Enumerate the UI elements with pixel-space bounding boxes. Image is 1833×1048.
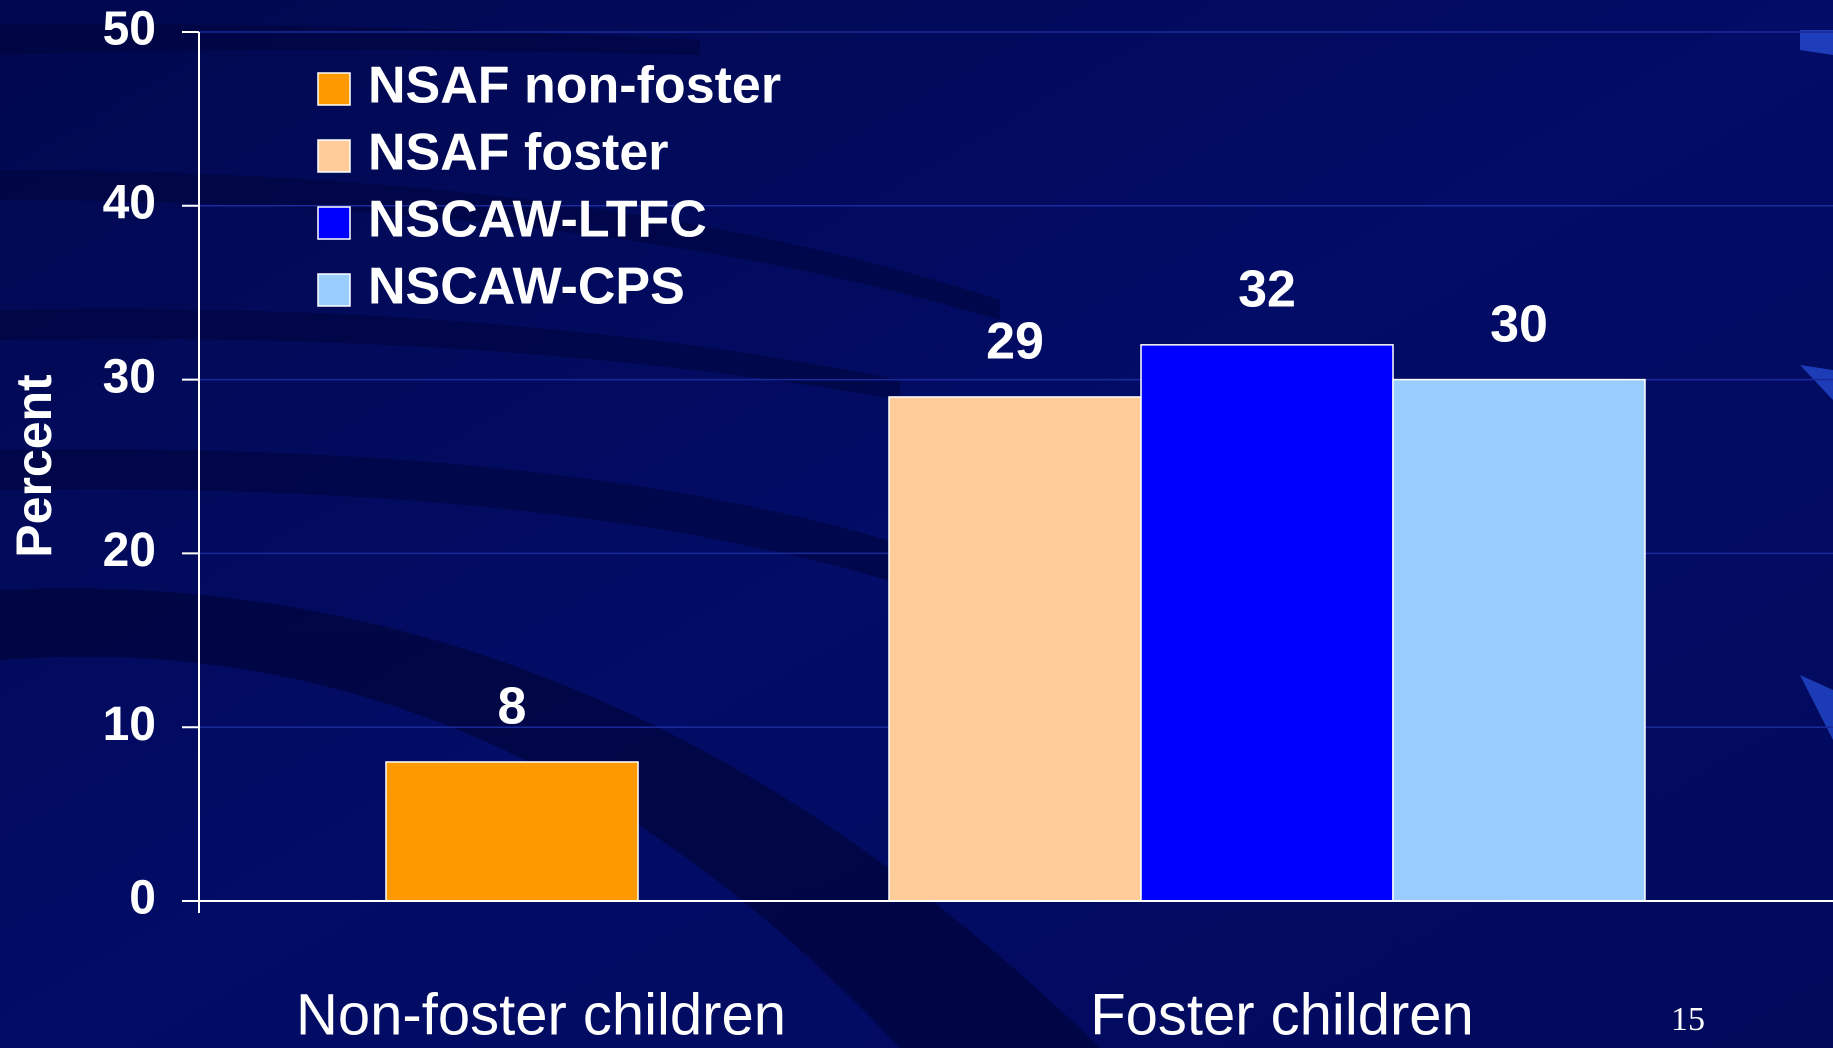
y-tick-label: 10 [103, 698, 156, 751]
data-label: 30 [1490, 295, 1548, 353]
x-tick-label: Foster children [1090, 982, 1474, 1047]
bar [1392, 378, 1646, 902]
data-label: 8 [498, 678, 527, 736]
bar [385, 761, 639, 902]
legend-label: NSAF foster [368, 124, 668, 182]
data-label: 32 [1238, 261, 1296, 319]
axes: 0 10 20 30 40 50 Non-foster children Foster chi… [103, 3, 1833, 1047]
legend-swatch [317, 273, 351, 307]
y-tick-label: 0 [129, 872, 156, 925]
legend: NSAF non-foster NSAF foster NSCAW-LTFC NSCA… [317, 57, 781, 316]
legend-swatch [317, 139, 351, 173]
bar [1140, 344, 1394, 902]
legend-swatch [317, 206, 351, 240]
legend-swatch [317, 72, 351, 106]
legend-label: NSCAW-LTFC [368, 191, 707, 249]
background-swooshes [0, 24, 1833, 1048]
bars: 8 29 32 30 [385, 261, 1646, 902]
x-tick-label: Non-foster children [296, 982, 786, 1047]
y-axis-label: Percent [6, 374, 62, 558]
data-label: 29 [986, 313, 1044, 371]
y-tick-label: 40 [103, 176, 156, 229]
slide-number: 15 [1671, 1001, 1705, 1038]
bar [888, 396, 1142, 902]
legend-label: NSAF non-foster [368, 57, 781, 115]
y-tick-label: 50 [103, 3, 156, 56]
y-tick-label: 30 [103, 350, 156, 403]
y-tick-label: 20 [103, 524, 156, 577]
legend-label: NSCAW-CPS [368, 258, 685, 316]
